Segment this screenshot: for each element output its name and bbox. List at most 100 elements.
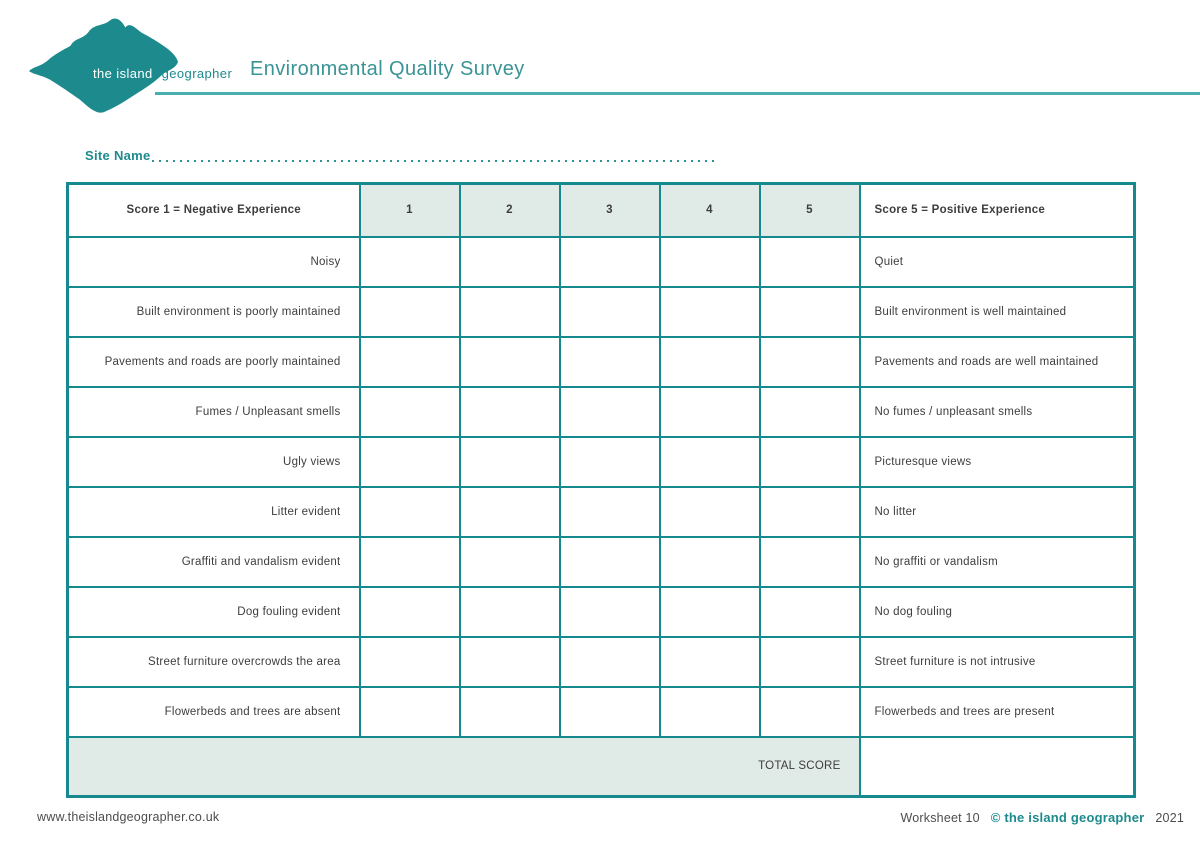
- score-cell[interactable]: [358, 585, 461, 638]
- score-cell[interactable]: [658, 235, 761, 288]
- score-cell[interactable]: [758, 585, 861, 638]
- score-cell[interactable]: [558, 435, 661, 488]
- negative-statement: Pavements and roads are poorly maintaine…: [66, 335, 361, 388]
- score-column-header: 4: [658, 182, 761, 238]
- total-score-label: TOTAL SCORE: [66, 735, 861, 798]
- score-cell[interactable]: [558, 685, 661, 738]
- score-cell[interactable]: [658, 435, 761, 488]
- score-cell[interactable]: [358, 335, 461, 388]
- footer-year: 2021: [1155, 811, 1184, 825]
- score-cell[interactable]: [458, 685, 561, 738]
- score-cell[interactable]: [758, 235, 861, 288]
- score-cell[interactable]: [458, 335, 561, 388]
- positive-header: Score 5 = Positive Experience: [858, 182, 1136, 238]
- negative-statement: Flowerbeds and trees are absent: [66, 685, 361, 738]
- score-cell[interactable]: [458, 235, 561, 288]
- score-cell[interactable]: [658, 285, 761, 338]
- positive-statement: No litter: [858, 485, 1136, 538]
- positive-statement: No dog fouling: [858, 585, 1136, 638]
- score-cell[interactable]: [558, 335, 661, 388]
- negative-statement: Street furniture overcrowds the area: [66, 635, 361, 688]
- score-cell[interactable]: [758, 485, 861, 538]
- positive-statement: No fumes / unpleasant smells: [858, 385, 1136, 438]
- score-cell[interactable]: [358, 635, 461, 688]
- negative-header: Score 1 = Negative Experience: [66, 182, 361, 238]
- score-cell[interactable]: [658, 585, 761, 638]
- table-row: Flowerbeds and trees are absent Flowerbe…: [66, 685, 1136, 738]
- score-cell[interactable]: [658, 335, 761, 388]
- score-column-header: 5: [758, 182, 861, 238]
- table-row: Litter evident No litter: [66, 485, 1136, 538]
- score-cell[interactable]: [758, 685, 861, 738]
- score-cell[interactable]: [458, 435, 561, 488]
- score-column-header: 1: [358, 182, 461, 238]
- negative-statement: Fumes / Unpleasant smells: [66, 385, 361, 438]
- score-cell[interactable]: [758, 385, 861, 438]
- survey-table: Score 1 = Negative Experience 1 2 3 4 5 …: [66, 182, 1136, 798]
- score-cell[interactable]: [758, 285, 861, 338]
- negative-statement: Graffiti and vandalism evident: [66, 535, 361, 588]
- score-column-header: 3: [558, 182, 661, 238]
- negative-statement: Litter evident: [66, 485, 361, 538]
- site-name-field[interactable]: [152, 160, 718, 162]
- score-cell[interactable]: [558, 535, 661, 588]
- score-cell[interactable]: [458, 585, 561, 638]
- negative-statement: Ugly views: [66, 435, 361, 488]
- score-cell[interactable]: [658, 385, 761, 438]
- positive-statement: Quiet: [858, 235, 1136, 288]
- table-row: Dog fouling evident No dog fouling: [66, 585, 1136, 638]
- score-cell[interactable]: [658, 685, 761, 738]
- positive-statement: Flowerbeds and trees are present: [858, 685, 1136, 738]
- total-score-entry-cell[interactable]: [858, 735, 1136, 798]
- table-row: Pavements and roads are poorly maintaine…: [66, 335, 1136, 388]
- table-row: Graffiti and vandalism evident No graffi…: [66, 535, 1136, 588]
- score-cell[interactable]: [658, 635, 761, 688]
- score-cell[interactable]: [558, 235, 661, 288]
- score-cell[interactable]: [558, 485, 661, 538]
- table-row: Street furniture overcrowds the area Str…: [66, 635, 1136, 688]
- positive-statement: Built environment is well maintained: [858, 285, 1136, 338]
- score-cell[interactable]: [358, 535, 461, 588]
- total-score-row: TOTAL SCORE: [66, 735, 1136, 798]
- positive-statement: Picturesque views: [858, 435, 1136, 488]
- score-cell[interactable]: [458, 535, 561, 588]
- table-row: Built environment is poorly maintained B…: [66, 285, 1136, 338]
- score-cell[interactable]: [458, 485, 561, 538]
- table-row: Fumes / Unpleasant smells No fumes / unp…: [66, 385, 1136, 438]
- score-cell[interactable]: [358, 485, 461, 538]
- positive-statement: Pavements and roads are well maintained: [858, 335, 1136, 388]
- score-cell[interactable]: [658, 485, 761, 538]
- score-cell[interactable]: [758, 335, 861, 388]
- title-rule: [155, 92, 1200, 95]
- score-cell[interactable]: [758, 635, 861, 688]
- score-cell[interactable]: [558, 635, 661, 688]
- score-cell[interactable]: [558, 385, 661, 438]
- site-name-label: Site Name: [85, 148, 151, 163]
- island-logo-icon: [29, 18, 178, 113]
- header-row: Score 1 = Negative Experience 1 2 3 4 5 …: [66, 182, 1136, 238]
- logo-text-island: the island: [93, 66, 153, 81]
- score-cell[interactable]: [758, 435, 861, 488]
- score-cell[interactable]: [358, 435, 461, 488]
- score-cell[interactable]: [658, 535, 761, 588]
- table-row: Ugly views Picturesque views: [66, 435, 1136, 488]
- logo-text-geographer: geographer: [161, 66, 233, 81]
- score-cell[interactable]: [358, 685, 461, 738]
- score-cell[interactable]: [458, 285, 561, 338]
- score-cell[interactable]: [458, 635, 561, 688]
- score-column-header: 2: [458, 182, 561, 238]
- score-cell[interactable]: [458, 385, 561, 438]
- score-cell[interactable]: [358, 285, 461, 338]
- positive-statement: Street furniture is not intrusive: [858, 635, 1136, 688]
- negative-statement: Dog fouling evident: [66, 585, 361, 638]
- score-cell[interactable]: [358, 385, 461, 438]
- footer-copyright: © the island geographer: [990, 810, 1145, 825]
- score-cell[interactable]: [358, 235, 461, 288]
- positive-statement: No graffiti or vandalism: [858, 535, 1136, 588]
- score-cell[interactable]: [558, 285, 661, 338]
- footer-worksheet-number: Worksheet 10: [900, 811, 980, 825]
- footer-right: Worksheet 10 © the island geographer 202…: [901, 810, 1185, 825]
- score-cell[interactable]: [558, 585, 661, 638]
- score-cell[interactable]: [758, 535, 861, 588]
